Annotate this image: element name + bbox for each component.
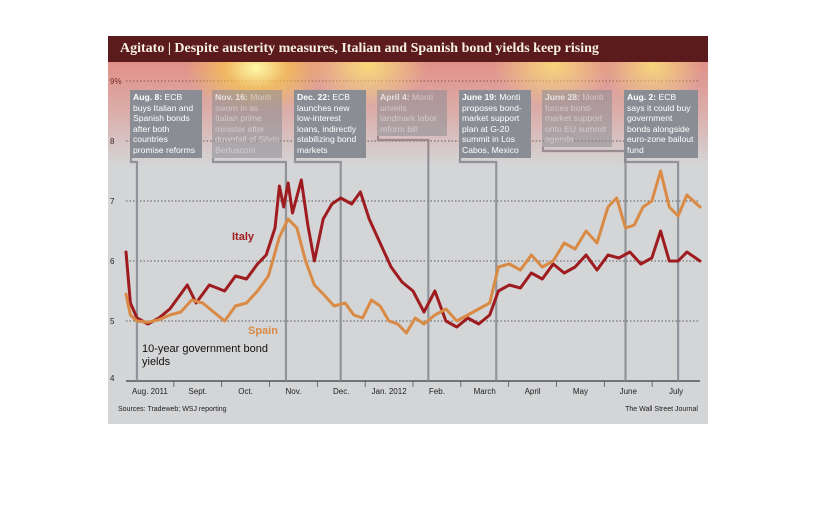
y-tick-label: 7 <box>110 197 115 206</box>
annotation-leader-line <box>129 158 139 381</box>
x-tick-label: April <box>525 387 541 396</box>
x-tick-label: July <box>669 387 683 396</box>
chart-caption: 10-year government bond yields <box>142 343 268 368</box>
annotation-nov-16: Nov. 16: Monti sworn in as Italian prime… <box>212 90 282 158</box>
annotation-date: Aug. 2: <box>627 92 657 102</box>
annotation-dec-22: Dec. 22: ECB launches new low-interest l… <box>294 90 366 158</box>
x-tick-label: Nov. <box>285 387 301 396</box>
y-tick-label: 8 <box>110 137 115 146</box>
annotation-text: Monti proposes bond-market support plan … <box>462 92 522 155</box>
spain-series-label: Spain <box>248 325 278 337</box>
x-tick-label: June <box>620 387 638 396</box>
italy-series-label: Italy <box>232 231 255 243</box>
annotation-leader-line <box>623 158 680 381</box>
annotation-leader-line <box>458 158 498 381</box>
annotation-text: Monti unveils landmark labor reform bill <box>380 92 437 134</box>
annotation-june-28: June 28: Monti forces bond-market suppor… <box>542 90 612 147</box>
source-note: Sources: Tradeweb; WSJ reporting <box>118 406 227 413</box>
x-tick-label: Dec. <box>333 387 349 396</box>
y-tick-label: 6 <box>110 257 115 266</box>
y-tick-label: 4 <box>110 374 115 383</box>
annotation-leader-line <box>376 136 430 381</box>
chart-title: Agitato | Despite austerity measures, It… <box>108 36 708 62</box>
x-tick-label: May <box>573 387 588 396</box>
annotation-date: Nov. 16: <box>215 92 248 102</box>
annotation-text: Monti forces bond-market support onto EU… <box>545 92 607 145</box>
x-tick-label: March <box>474 387 496 396</box>
annotation-text: ECB launches new low-interest loans, ind… <box>297 92 357 155</box>
x-tick-label: Jan. 2012 <box>372 387 408 396</box>
annotation-text: ECB buys Italian and Spanish bonds after… <box>133 92 196 155</box>
x-tick-label: Feb. <box>429 387 445 396</box>
chart-figure: 4 5 6 7 8 9% Aug. 2011 Sept. Oct. Nov. Dec. Jan. 20… <box>108 36 708 424</box>
x-tick-label: Oct. <box>238 387 253 396</box>
annotation-aug-2: Aug. 2: ECB says it could buy government… <box>624 90 698 158</box>
annotation-date: June 19: <box>462 92 497 102</box>
annotation-june-19: June 19: Monti proposes bond-market supp… <box>459 90 531 158</box>
y-tick-label: 5 <box>110 317 115 326</box>
annotation-date: April 4: <box>380 92 410 102</box>
spain-series-line <box>124 169 702 335</box>
annotation-text: ECB says it could buy government bonds a… <box>627 92 694 155</box>
annotation-date: June 28: <box>545 92 580 102</box>
italy-series-line <box>124 178 702 329</box>
annotation-aug-8: Aug. 8: ECB buys Italian and Spanish bon… <box>130 90 202 158</box>
annotation-text: Monti sworn in as Italian prime minister… <box>215 92 280 155</box>
annotation-april-4: April 4: Monti unveils landmark labor re… <box>377 90 447 137</box>
x-tick-label: Sept. <box>188 387 207 396</box>
y-tick-label: 9% <box>110 77 122 86</box>
annotation-date: Dec. 22: <box>297 92 330 102</box>
publisher-credit: The Wall Street Journal <box>625 406 698 413</box>
x-tick-label: Aug. 2011 <box>132 387 168 396</box>
annotation-date: Aug. 8: <box>133 92 163 102</box>
